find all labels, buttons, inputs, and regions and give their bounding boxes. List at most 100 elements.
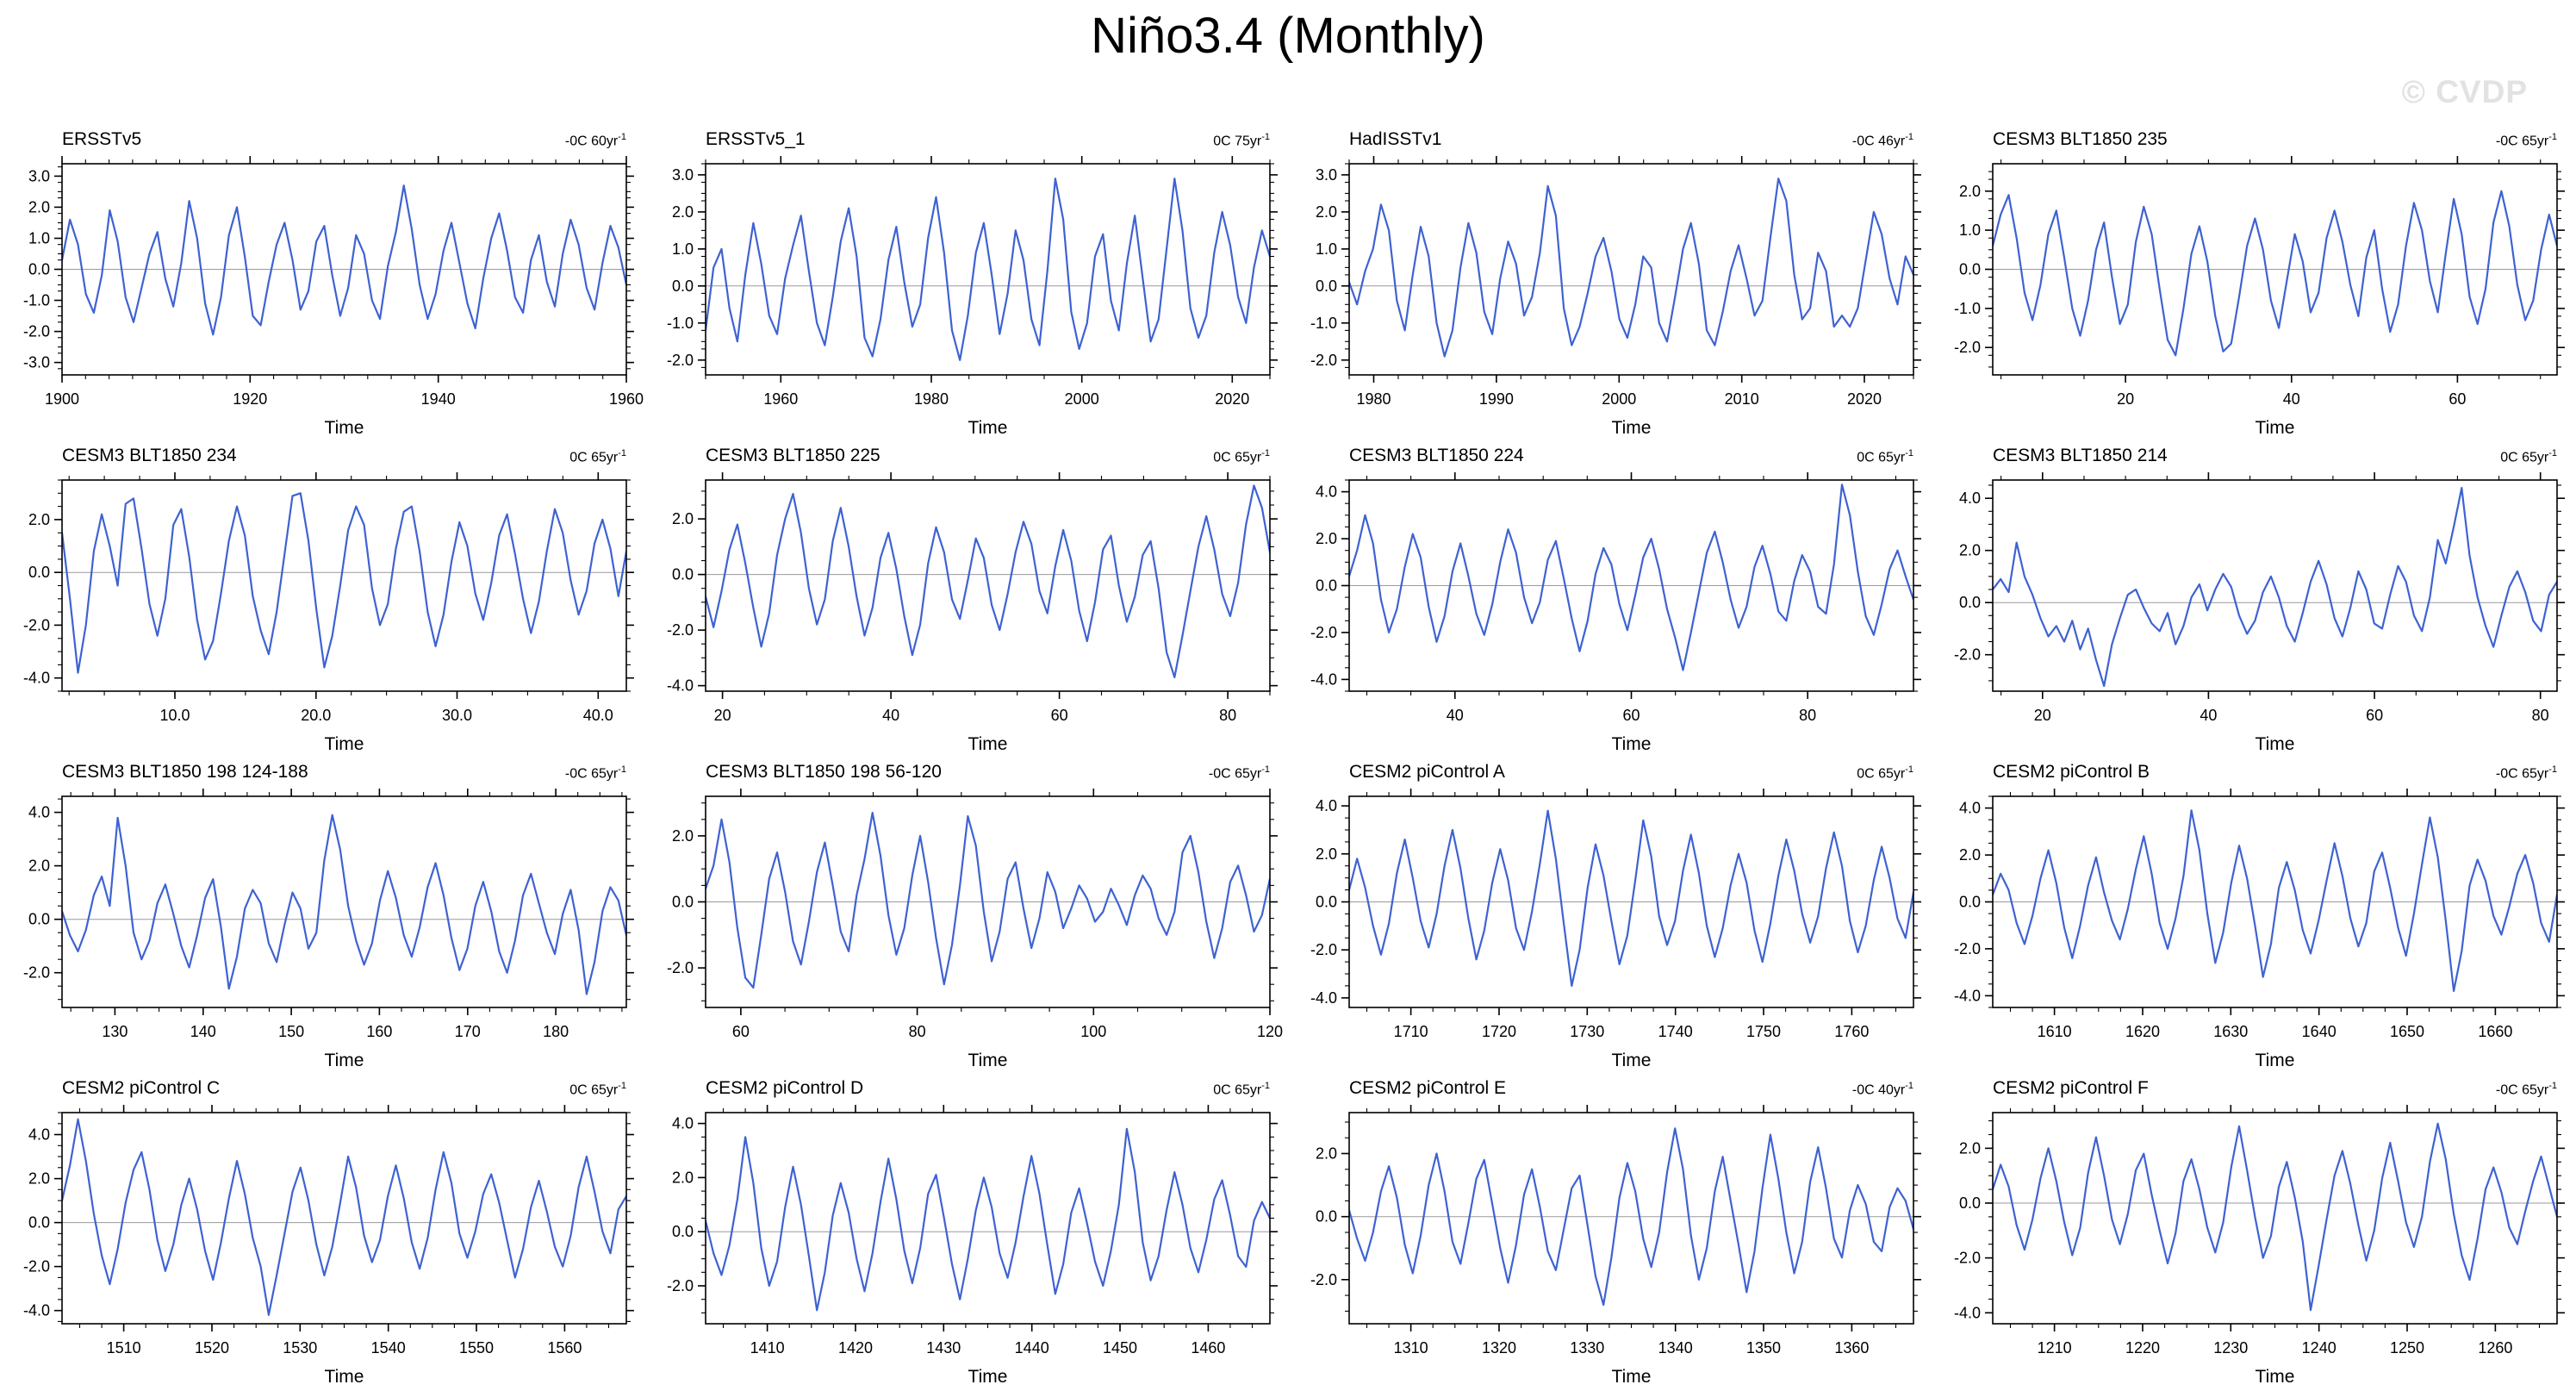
y-tick-label: 0.0: [672, 1223, 694, 1240]
timeseries-plot: 1710 1720 1730 1740 1750 1760 4.0 2.0 0.0 -2.0 -4.…: [1310, 789, 1921, 1070]
x-tick-label: 1340: [1658, 1339, 1693, 1356]
timeseries-panel: CESM2 piControl C 0C 65yr-1 1510 1520 1530…: [9, 1078, 635, 1387]
series-line: [62, 814, 626, 995]
timeseries-plot: 1310 1320 1330 1340 1350 1360 2.0 0.0 -2.0 Time: [1310, 1105, 1921, 1387]
y-tick-label: 0.0: [672, 894, 694, 911]
x-axis-title: Time: [325, 418, 364, 438]
y-tick-label: 1.0: [28, 230, 50, 247]
x-tick-label: 80: [909, 1023, 926, 1040]
x-tick-label: 1740: [1658, 1023, 1693, 1040]
panel-header: HadISSTv1 -0C 46yr-1: [1349, 129, 1913, 152]
x-tick-label: 2000: [1065, 390, 1099, 408]
y-tick-label: -2.0: [667, 959, 694, 976]
timeseries-panel: CESM3 BLT1850 214 0C 65yr-1 20 40 60 80 4.0 2…: [1939, 446, 2566, 754]
x-tick-label: 140: [190, 1023, 216, 1040]
y-tick-label: -1.0: [1310, 315, 1337, 332]
timeseries-panel: ERSSTv5_1 0C 75yr-1 1960 1980 2000 2020 3.0 2…: [652, 129, 1279, 438]
y-tick-label: 0.0: [1959, 894, 1981, 911]
y-tick-label: 0.0: [1959, 1194, 1981, 1212]
x-tick-label: 1750: [1746, 1023, 1781, 1040]
y-tick-label: -4.0: [23, 1302, 50, 1319]
series-line: [706, 1127, 1270, 1312]
x-tick-label: 160: [366, 1023, 392, 1040]
panel-title: ERSSTv5_1: [706, 129, 806, 149]
x-tick-label: 1460: [1191, 1339, 1225, 1356]
x-axis-title: Time: [1612, 418, 1652, 438]
x-tick-label: 1510: [107, 1339, 141, 1356]
y-tick-label: -4.0: [1310, 989, 1337, 1007]
panel-title: CESM3 BLT1850 235: [1993, 129, 2168, 149]
timeseries-plot: 1980 1990 2000 2010 2020 3.0 2.0 1.0 0.0 -1.0 -2.0…: [1310, 156, 1921, 438]
x-axis-title: Time: [2256, 1051, 2295, 1070]
x-tick-label: 150: [278, 1023, 304, 1040]
panel-trend-label: -0C 65yr-1: [2495, 131, 2557, 148]
x-axis-title: Time: [968, 734, 1008, 754]
x-tick-label: 1730: [1570, 1023, 1604, 1040]
x-tick-label: 40: [1447, 707, 1464, 724]
y-tick-label: 0.0: [1316, 1208, 1337, 1225]
panel-header: CESM3 BLT1850 235 -0C 65yr-1: [1993, 129, 2557, 152]
panel-title: CESM3 BLT1850 198 56-120: [706, 762, 942, 782]
timeseries-plot: 10.0 20.0 30.0 40.0 2.0 0.0 -2.0 -4.0 Time: [23, 472, 634, 754]
y-tick-label: 3.0: [1316, 166, 1337, 184]
y-tick-label: -2.0: [667, 1277, 694, 1294]
panel-header: CESM2 piControl E -0C 40yr-1: [1349, 1078, 1913, 1101]
y-tick-label: -2.0: [1310, 941, 1337, 958]
y-tick-label: 2.0: [28, 511, 50, 528]
x-axis-title: Time: [325, 1367, 364, 1387]
timeseries-panel: CESM2 piControl B -0C 65yr-1 1610 1620 163…: [1939, 762, 2566, 1070]
x-tick-label: 1760: [1834, 1023, 1869, 1040]
y-tick-label: 1.0: [672, 240, 694, 258]
y-tick-label: 2.0: [672, 510, 694, 527]
x-tick-label: 1980: [914, 390, 949, 408]
y-tick-label: 2.0: [672, 1169, 694, 1186]
x-axis-title: Time: [325, 734, 364, 754]
x-tick-label: 1960: [763, 390, 798, 408]
y-tick-label: 2.0: [28, 198, 50, 215]
panel-header: CESM3 BLT1850 198 124-188 -0C 65yr-1: [62, 762, 626, 784]
x-tick-label: 60: [1051, 707, 1068, 724]
x-tick-label: 1430: [926, 1339, 961, 1356]
x-tick-label: 120: [1257, 1023, 1283, 1040]
panel-header: CESM2 piControl B -0C 65yr-1: [1993, 762, 2557, 784]
timeseries-plot: 1900 1920 1940 1960 3.0 2.0 1.0 0.0 -1.0 -2.0 -3.0…: [23, 156, 644, 438]
x-tick-label: 40.0: [583, 707, 613, 724]
x-tick-label: 1650: [2390, 1023, 2424, 1040]
panel-trend-label: 0C 65yr-1: [2500, 447, 2557, 465]
cvdp-watermark: © CVDP: [2401, 74, 2528, 109]
x-tick-label: 60: [2366, 707, 2383, 724]
x-tick-label: 1710: [1394, 1023, 1428, 1040]
panel-title: CESM3 BLT1850 234: [62, 446, 237, 465]
y-tick-label: 2.0: [1316, 530, 1337, 547]
x-tick-label: 80: [1799, 707, 1816, 724]
y-tick-label: -2.0: [1310, 1271, 1337, 1288]
x-tick-label: 1960: [609, 390, 644, 408]
y-tick-label: -1.0: [667, 315, 694, 332]
x-tick-label: 1610: [2038, 1023, 2072, 1040]
x-tick-label: 1350: [1746, 1339, 1781, 1356]
plot-frame: [1348, 163, 1914, 376]
series-line: [1349, 483, 1913, 671]
y-tick-label: 0.0: [672, 566, 694, 583]
panel-grid: ERSSTv5 -0C 60yr-1 1900 1920 1940 1960 3.0 2.…: [9, 129, 2566, 1387]
x-axis-title: Time: [1612, 734, 1652, 754]
y-tick-label: 2.0: [28, 858, 50, 875]
x-tick-label: 10.0: [159, 707, 190, 724]
y-tick-label: -2.0: [667, 621, 694, 639]
y-tick-label: 4.0: [672, 1115, 694, 1132]
x-tick-label: 20: [714, 707, 731, 724]
x-tick-label: 1990: [1479, 390, 1514, 408]
y-tick-label: 2.0: [672, 203, 694, 221]
panel-title: CESM2 piControl E: [1349, 1078, 1507, 1098]
timeseries-plot: 1610 1620 1630 1640 1650 1660 4.0 2.0 0.0 -2.0 -4.…: [1954, 789, 2565, 1070]
timeseries-plot: 20 40 60 80 2.0 0.0 -2.0 -4.0 Time: [667, 472, 1278, 754]
series-line: [1349, 809, 1913, 987]
panel-title: CESM3 BLT1850 214: [1993, 446, 2168, 465]
panel-header: ERSSTv5 -0C 60yr-1: [62, 129, 626, 152]
y-tick-label: -2.0: [23, 964, 50, 982]
x-tick-label: 1560: [547, 1339, 582, 1356]
x-tick-label: 2010: [1725, 390, 1759, 408]
x-tick-label: 1360: [1834, 1339, 1869, 1356]
series-line: [706, 811, 1270, 989]
timeseries-panel: CESM2 piControl F -0C 65yr-1 1210 1220 123…: [1939, 1078, 2566, 1387]
